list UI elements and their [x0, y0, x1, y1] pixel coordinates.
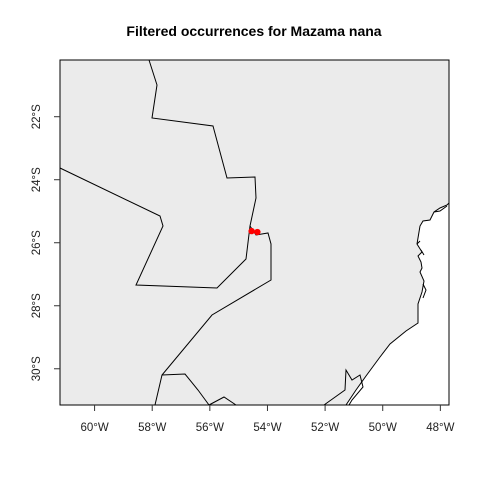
border-paraguay-brazil — [59, 59, 257, 289]
map-panel — [59, 59, 450, 406]
x-tick-label: 48°W — [426, 422, 454, 434]
axes: 60°W 58°W 56°W 54°W 52°W 50°W 48°W 22°S 24°S 26°S… — [31, 104, 455, 434]
y-tick-label: 26°S — [31, 230, 43, 255]
chart-title: Filtered occurrences for Mazama nana — [126, 23, 381, 39]
x-tick-label: 56°W — [196, 422, 224, 434]
y-tick-label: 28°S — [31, 293, 43, 318]
occurrence-points — [248, 227, 261, 236]
occurrence-point — [254, 228, 261, 236]
border-south — [208, 396, 237, 406]
coastal-detail — [416, 205, 448, 299]
x-tick-label: 60°W — [80, 422, 108, 434]
occurrence-point — [248, 227, 255, 235]
y-tick-label: 24°S — [31, 167, 43, 192]
x-tick-label: 58°W — [138, 422, 166, 434]
x-tick-label: 50°W — [369, 422, 397, 434]
border-uruguay — [323, 368, 364, 406]
y-tick-label: 30°S — [31, 356, 43, 381]
x-tick-label: 54°W — [253, 422, 281, 434]
x-tick-label: 52°W — [311, 422, 339, 434]
y-tick-label: 22°S — [31, 104, 43, 129]
border-rio-grande — [161, 373, 210, 406]
